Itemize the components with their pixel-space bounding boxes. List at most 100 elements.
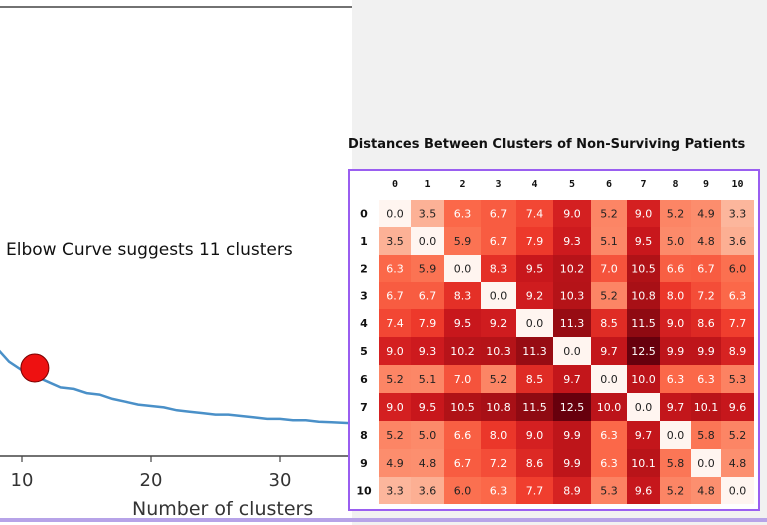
heatmap-cell: [516, 421, 553, 449]
heatmap-cell-value: 6.6: [454, 429, 472, 442]
heatmap-row-label: 4: [360, 317, 368, 330]
heatmap-cell: [660, 477, 691, 504]
heatmap-cell: [591, 365, 627, 393]
heatmap-cell: [379, 309, 411, 337]
heatmap-cell-value: 5.0: [667, 235, 685, 248]
heatmap-cell-value: 5.2: [600, 208, 618, 221]
heatmap-cell-value: 8.3: [454, 290, 472, 303]
heatmap-cell-value: 6.7: [454, 457, 472, 470]
heatmap-cell-value: 9.0: [526, 429, 544, 442]
heatmap-cell-value: 9.7: [635, 429, 653, 442]
heatmap-cell-value: 10.5: [450, 401, 475, 414]
heatmap-cell-value: 9.0: [635, 208, 653, 221]
heatmap: 0 1 2 3 4 5 6 7 8 9 10 0 0.0 3.5 6.3 6.7 7.4 9.0 5.2 9.0 5.2…: [356, 179, 754, 504]
heatmap-cell-value: 4.8: [419, 457, 437, 470]
heatmap-cell-value: 0.0: [563, 345, 581, 358]
heatmap-cell: [691, 282, 721, 309]
heatmap-cell-value: 0.0: [526, 317, 544, 330]
heatmap-col-label: 0: [392, 179, 398, 190]
heatmap-cell-value: 9.2: [526, 290, 544, 303]
heatmap-cell: [591, 393, 627, 421]
heatmap-cell-value: 6.7: [490, 235, 508, 248]
heatmap-cell-value: 9.3: [419, 345, 437, 358]
heatmap-cell-value: 9.5: [454, 317, 472, 330]
heatmap-cell: [516, 309, 553, 337]
heatmap-cell: [516, 393, 553, 421]
heatmap-cell-value: 11.3: [560, 317, 585, 330]
heatmap-cell-value: 6.3: [600, 457, 618, 470]
heatmap-cell: [691, 421, 721, 449]
heatmap-cell: [481, 449, 516, 477]
heatmap-cell: [481, 309, 516, 337]
heatmap-cell-value: 6.3: [697, 373, 715, 386]
heatmap-cell: [411, 255, 444, 282]
heatmap-cell: [627, 309, 660, 337]
heatmap-cell: [627, 421, 660, 449]
heatmap-cell: [660, 337, 691, 365]
heatmap-cell-value: 7.2: [697, 290, 715, 303]
heatmap-cell-value: 6.3: [386, 263, 404, 276]
heatmap-cell: [411, 393, 444, 421]
heatmap-cell-value: 7.9: [526, 235, 544, 248]
heatmap-cell-value: 9.6: [729, 401, 747, 414]
heatmap-cell-value: 3.6: [729, 235, 747, 248]
heatmap-row-label: 6: [360, 373, 368, 386]
heatmap-cell-value: 9.3: [563, 235, 581, 248]
heatmap-cell: [553, 477, 591, 504]
heatmap-cell-value: 3.6: [419, 485, 437, 498]
heatmap-cell: [660, 393, 691, 421]
heatmap-cell-value: 10.2: [450, 345, 475, 358]
heatmap-cell-value: 0.0: [697, 457, 715, 470]
heatmap-cell: [444, 227, 481, 255]
heatmap-cell: [591, 282, 627, 309]
heatmap-cell-value: 8.5: [526, 373, 544, 386]
heatmap-cell-value: 5.1: [419, 373, 437, 386]
heatmap-cell: [481, 393, 516, 421]
heatmap-cell-value: 6.3: [454, 208, 472, 221]
heatmap-cell-value: 7.2: [490, 457, 508, 470]
heatmap-cell: [444, 255, 481, 282]
heatmap-cell-value: 5.3: [729, 373, 747, 386]
heatmap-cell: [691, 337, 721, 365]
heatmap-cell: [721, 255, 754, 282]
heatmap-cell-value: 6.6: [667, 263, 685, 276]
heatmap-cell: [553, 255, 591, 282]
heatmap-cell: [411, 282, 444, 309]
heatmap-cell: [481, 365, 516, 393]
heatmap-cell-value: 7.0: [454, 373, 472, 386]
heatmap-cell-value: 11.3: [522, 345, 547, 358]
heatmap-cell-value: 9.5: [526, 263, 544, 276]
heatmap-cell: [516, 227, 553, 255]
heatmap-cell: [411, 449, 444, 477]
heatmap-cell-value: 5.2: [600, 290, 618, 303]
heatmap-cell: [627, 282, 660, 309]
heatmap-cell: [721, 393, 754, 421]
heatmap-cell: [444, 200, 481, 227]
heatmap-cell: [721, 282, 754, 309]
heatmap-cell-value: 5.2: [667, 208, 685, 221]
heatmap-row-label: 9: [360, 457, 368, 470]
heatmap-cell-value: 8.5: [600, 317, 618, 330]
heatmap-cell-value: 8.6: [697, 317, 715, 330]
heatmap-col-label: 1: [424, 179, 430, 190]
heatmap-col-label: 4: [531, 179, 537, 190]
heatmap-cell-value: 8.6: [526, 457, 544, 470]
elbow-point-marker: [20, 353, 50, 383]
heatmap-cell-value: 0.0: [386, 208, 404, 221]
heatmap-cell-value: 10.3: [560, 290, 585, 303]
heatmap-cell: [516, 282, 553, 309]
heatmap-cell-value: 5.9: [454, 235, 472, 248]
heatmap-cell-value: 6.7: [490, 208, 508, 221]
heatmap-cell-value: 0.0: [454, 263, 472, 276]
heatmap-cell-value: 0.0: [419, 235, 437, 248]
heatmap-cell: [379, 421, 411, 449]
heatmap-cell: [481, 282, 516, 309]
heatmap-cell: [379, 200, 411, 227]
heatmap-cell: [379, 227, 411, 255]
heatmap-cell-value: 7.0: [600, 263, 618, 276]
heatmap-col-label: 10: [731, 179, 743, 190]
heatmap-cell-value: 9.6: [635, 485, 653, 498]
heatmap-cell-value: 10.3: [486, 345, 511, 358]
heatmap-cell: [553, 309, 591, 337]
heatmap-cell: [660, 282, 691, 309]
